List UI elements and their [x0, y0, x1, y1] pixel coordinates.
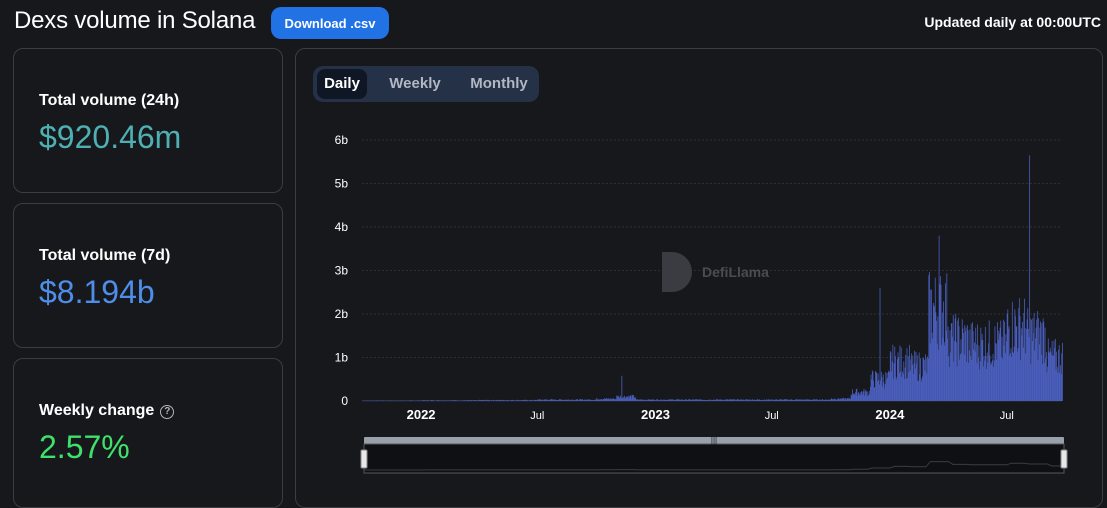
y-tick-label: 3b: [335, 264, 349, 278]
x-tick-label: 2023: [641, 407, 670, 422]
slider-window: [364, 444, 1064, 473]
y-tick-label: 0: [341, 394, 348, 408]
y-tick-label: 2b: [335, 307, 349, 321]
y-tick-label: 5b: [335, 177, 349, 191]
defillama-watermark: DefiLlama: [662, 252, 769, 292]
slider-grip-icon: |||: [711, 436, 717, 445]
defillama-logo-icon: [662, 252, 692, 292]
x-tick-label: 2022: [407, 407, 436, 422]
x-tick-label: 2024: [875, 407, 905, 422]
watermark-text: DefiLlama: [702, 264, 769, 280]
slider-handle[interactable]: [1061, 450, 1067, 468]
slider-handle[interactable]: [361, 450, 367, 468]
x-tick-label: Jul: [1000, 410, 1014, 422]
x-tick-label: Jul: [530, 410, 544, 422]
volume-bar: [621, 376, 622, 401]
x-tick-label: Jul: [765, 410, 779, 422]
volume-bar: [1062, 343, 1063, 401]
y-tick-label: 1b: [335, 351, 349, 365]
y-tick-label: 6b: [335, 133, 349, 147]
y-tick-label: 4b: [335, 220, 349, 234]
